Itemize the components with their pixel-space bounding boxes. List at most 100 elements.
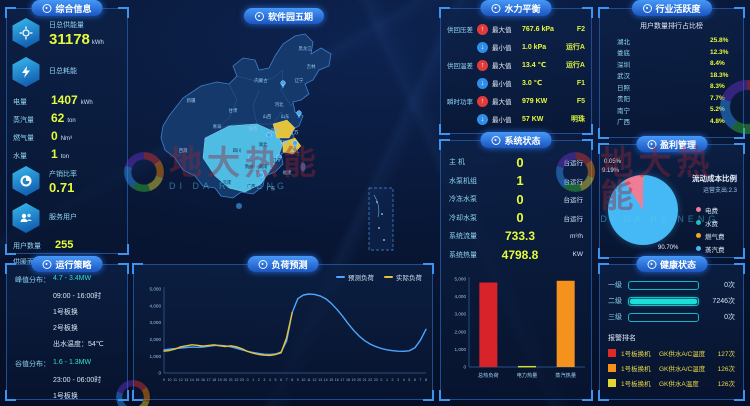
forecast-x-tick: 16: [335, 378, 339, 382]
alarm-count: 126次: [717, 380, 735, 388]
map-pins: [248, 80, 302, 181]
min-value-icon: ↓: [477, 41, 488, 53]
province-label: 浙江: [291, 147, 300, 154]
users-icon: [12, 203, 40, 233]
system-row-label: 冷冻水泵: [449, 196, 477, 204]
province-label: 福建: [283, 169, 292, 176]
consumption-unit: ton: [60, 154, 70, 160]
hydraulic-row-value: 3.0 ℃: [522, 80, 543, 87]
forecast-x-tick: 6: [414, 378, 416, 382]
system-row-unit: m³/h: [570, 232, 583, 240]
cost-legend-item: 蒸汽费: [696, 242, 725, 255]
province-label: 吉林: [307, 63, 316, 70]
industry-category-label: 湖北: [617, 38, 630, 46]
industry-bar-row: 日照 8.3%: [606, 81, 737, 93]
forecast-x-tick: 3: [263, 378, 265, 382]
hydraulic-row-value: 13.4 ℃: [522, 62, 547, 69]
province-label: 河南: [271, 127, 280, 133]
industry-bar-row: 广西 4.8%: [606, 116, 737, 128]
profit-title: 盈利管理: [659, 139, 697, 150]
system-status-row: 系统热量 4798.8 KW: [449, 246, 583, 265]
forecast-x-tick: 15: [195, 378, 199, 382]
alarm-count: 127次: [717, 350, 735, 358]
health-bar-fill: [630, 298, 697, 304]
health-header-icon: [646, 259, 656, 269]
system-energy-chart: 0 1,000 2,000 3,000 4,000 5,000 总热负荷 电力热量 蒸汽热量: [455, 277, 585, 379]
system-row-unit: 台运行: [563, 215, 584, 223]
consumption-list: 电量 1407 kWh 蒸汽量 62 ton 燃气量 0 Nm³ 水量 1 ton: [7, 94, 127, 161]
alarm-row: 1号板换机 GK供水A/C温度 126次: [608, 360, 735, 375]
consumption-value: 0: [51, 129, 58, 143]
industry-bar-row: 贵阳 7.7%: [606, 93, 737, 105]
map-pin-icon[interactable]: [266, 132, 272, 141]
map-pin-icon[interactable]: [292, 140, 298, 149]
consumption-value: 62: [51, 111, 65, 125]
bar-y-tick: 0: [463, 365, 466, 370]
forecast-legend: 预测负荷 实际负荷: [336, 272, 422, 282]
industry-title: 行业活跃度: [655, 3, 701, 14]
map-pin-icon[interactable]: [258, 172, 264, 181]
province-label: 山东: [281, 113, 290, 120]
industry-bar-value: 4.8%: [710, 117, 725, 125]
map-panel-header[interactable]: 软件园五期: [243, 8, 325, 24]
health-levels: 一级 0次 二级 7246次 三级 0次: [600, 277, 743, 325]
strategy-panel-header[interactable]: 运行策略: [31, 256, 103, 272]
health-level-value: 7246次: [712, 298, 735, 305]
forecast-panel-header[interactable]: 负荷预测: [247, 256, 319, 272]
health-level-row: 一级 0次: [608, 277, 735, 293]
health-panel-header[interactable]: 健康状态: [635, 256, 708, 272]
legend-dot-icon: [696, 207, 701, 212]
map-pin-icon[interactable]: [296, 110, 302, 119]
alarm-severity-icon: [608, 363, 616, 372]
south-china-sea-inset: [368, 187, 394, 251]
bar-x-label: 蒸汽热量: [555, 371, 576, 379]
profit-panel-header[interactable]: 盈利管理: [635, 136, 708, 152]
forecast-x-tick: 21: [229, 378, 233, 382]
forecast-x-tick: 23: [240, 378, 244, 382]
strategy-group-head: 谷值分布： 1.6 - 1.3MW: [15, 359, 119, 369]
system-status-row: 水泵机组 1 台运行: [449, 172, 583, 191]
forecast-x-tick: 21: [363, 378, 367, 382]
industry-bar-value: 5.2%: [710, 106, 725, 114]
forecast-x-tick: 2: [392, 378, 394, 382]
health-level-label: 一级: [608, 282, 622, 289]
stat-unit: kWh: [91, 39, 104, 46]
hydraulic-panel-header[interactable]: 水力平衡: [480, 0, 552, 16]
legend-label: 电费: [705, 207, 718, 215]
map-pin-icon[interactable]: [248, 154, 254, 163]
bolt-icon: [12, 57, 40, 87]
province-label: 广西: [247, 183, 256, 190]
province-label: 内蒙古: [254, 77, 268, 84]
forecast-x-tick: 4: [403, 378, 405, 382]
pie-subtitle: 运营支出:2.3: [702, 188, 737, 194]
ratio-label: 产销比率: [49, 170, 77, 178]
summary-panel-header[interactable]: 综合信息: [31, 0, 103, 16]
map-pin-icon[interactable]: [280, 80, 286, 89]
industry-bar-track: [634, 61, 707, 66]
health-title: 健康状态: [659, 259, 697, 270]
pie-title: 流动成本比例: [692, 174, 737, 183]
system-panel-header[interactable]: 系统状态: [480, 132, 552, 148]
stat-service: 服务用户: [11, 203, 123, 233]
service-label: 服务用户: [49, 214, 77, 221]
consumption-label: 蒸汽量: [13, 117, 34, 124]
industry-panel-header[interactable]: 行业活跃度: [631, 0, 712, 16]
strategy-group-label: 峰值分布：: [15, 277, 50, 284]
cost-legend: 电费 水费 燃气费 蒸汽费: [696, 203, 725, 255]
system-row-label: 系统热量: [449, 251, 477, 259]
industry-category-label: 广西: [617, 119, 630, 127]
province-label: 河北: [275, 101, 284, 108]
hydraulic-row-value: 767.6 kPa: [522, 25, 554, 33]
min-value-icon: ↓: [477, 77, 488, 89]
forecast-x-tick: 12: [179, 378, 183, 382]
industry-bar-track: [634, 107, 707, 112]
forecast-x-tick: 20: [357, 378, 361, 382]
province-label: 江西: [273, 157, 282, 164]
panel-summary: 综合信息 日总供能量 31178 kWh 日总耗能 电量 1407 kWh 蒸汽量 62 t…: [5, 0, 129, 267]
map-pin-icon[interactable]: [276, 154, 282, 163]
footer-label: 供暖面积: [13, 259, 41, 266]
industry-bar-value: 8.3%: [710, 83, 725, 91]
map-title: 软件园五期: [267, 11, 314, 22]
strategy-group-head: 峰值分布： 4.7 - 3.4MW: [15, 275, 119, 285]
